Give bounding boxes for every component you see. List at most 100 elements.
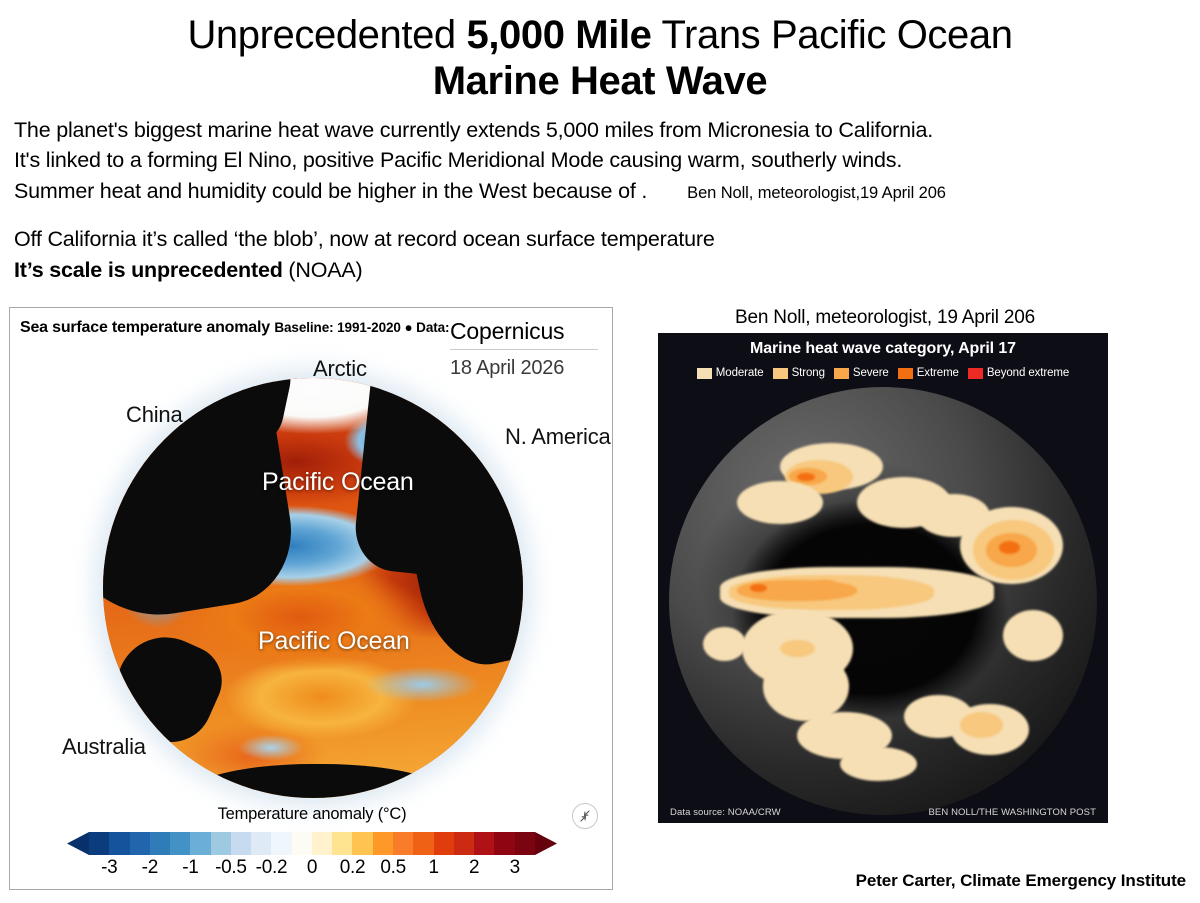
mhw-footer: Data source: NOAA/CRW BEN NOLL/THE WASHI… <box>658 807 1108 818</box>
colorbar-step-10 <box>291 832 312 855</box>
summary-line-3: Summer heat and humidity could be higher… <box>14 176 1186 207</box>
colorbar-step-6 <box>210 832 231 855</box>
mhw-patch <box>960 712 1003 738</box>
mhw-legend-label: Strong <box>791 367 825 379</box>
mhw-legend-swatch-1 <box>772 367 788 379</box>
colorbar-step-7 <box>230 832 252 855</box>
mhw-legend-item: Beyond extreme <box>967 367 1070 379</box>
colorbar-tick-labels: -3 -2 -1 -0.5 -0.2 0 0.2 0.5 1 2 3 <box>67 857 557 881</box>
summary-line-2: It's linked to a forming El Nino, positi… <box>14 148 903 173</box>
headline-part2: Trans Pacific Ocean <box>651 13 1013 57</box>
globe-label-australia: Australia <box>62 734 146 759</box>
marine-heatwave-panel: Marine heat wave category, April 17 Mode… <box>658 333 1108 823</box>
mhw-legend-label: Beyond extreme <box>986 367 1070 379</box>
mhw-legend-item: Extreme <box>897 367 959 379</box>
colorbar-tick: 1 <box>428 857 439 878</box>
blob-paragraph: Off California it’s called ‘the blob’, n… <box>0 206 1200 285</box>
mhw-legend-swatch-2 <box>833 367 849 379</box>
colorbar-step-3 <box>149 832 171 855</box>
mhw-data-source: Data source: NOAA/CRW <box>670 807 781 818</box>
mhw-patch <box>703 626 747 661</box>
colorbar-step-1 <box>109 832 130 855</box>
colorbar-step-0 <box>89 832 110 855</box>
colorbar-step-17 <box>433 832 454 855</box>
blob-line-1: Off California it’s called ‘the blob’, n… <box>14 227 715 252</box>
mhw-legend-swatch-0 <box>696 367 712 379</box>
colorbar-step-4 <box>170 832 191 855</box>
colorbar-tick: 0.5 <box>380 857 406 878</box>
globe-label-arctic: Arctic <box>313 356 367 381</box>
headline-highlight: 5,000 Mile <box>466 13 652 57</box>
colorbar-step-14 <box>372 832 393 855</box>
blob-line-2-bold: It’s scale is unprecedented <box>14 257 283 282</box>
presenter-credit: Peter Carter, Climate Emergency Institut… <box>855 871 1186 890</box>
colorbar-step-21 <box>514 832 535 855</box>
colorbar-step-5 <box>190 832 211 855</box>
mhw-legend-swatch-3 <box>897 367 913 379</box>
mhw-globe-figure <box>658 387 1108 823</box>
wapo-byline: Ben Noll, meteorologist, 19 April 206 <box>735 307 1035 328</box>
globe-label-china: China <box>126 402 183 427</box>
mhw-chart-title: Marine heat wave category, April 17 <box>750 340 1016 357</box>
colorbar-step-19 <box>474 832 495 855</box>
mhw-legend-item: Moderate <box>696 367 764 379</box>
colorbar-step-2 <box>129 832 150 855</box>
colorbar-tick: -2 <box>141 857 159 878</box>
colorbar-tick: -1 <box>182 857 199 878</box>
copernicus-brand-block: Copernicus 18 April 2026 <box>450 318 598 380</box>
copernicus-brand-name: Copernicus <box>450 318 565 344</box>
colorbar-steps <box>89 832 535 855</box>
sst-globe <box>103 378 523 798</box>
sst-globe-figure: Arctic China N. America Pacific Ocean Pa… <box>10 340 614 830</box>
colorbar-step-9 <box>271 832 292 855</box>
colorbar-step-16 <box>413 832 434 855</box>
colorbar-tick: -3 <box>101 857 118 878</box>
summary-line-3-text: Summer heat and humidity could be higher… <box>14 178 648 203</box>
collapse-arrows-icon[interactable] <box>572 803 598 829</box>
colorbar-tick: -0.5 <box>215 857 247 878</box>
colorbar-step-13 <box>352 832 373 855</box>
globe-label-n-america: N. America <box>505 424 611 449</box>
globe-label-pacific-north: Pacific Ocean <box>262 468 414 496</box>
sst-chart-subtitle: Baseline: 1991-2020 ● Data: ERA5 <box>274 320 489 335</box>
mhw-patch <box>737 481 824 524</box>
mhw-patch <box>810 579 841 597</box>
headline-part1: Unprecedented <box>187 13 467 57</box>
summary-line-1: The planet's biggest marine heat wave cu… <box>14 117 934 142</box>
mhw-legend-item: Severe <box>833 367 889 379</box>
page-subtitle: Marine Heat Wave <box>432 59 768 104</box>
mhw-credit: BEN NOLL/THE WASHINGTON POST <box>928 807 1096 818</box>
colorbar-tick: 2 <box>469 857 480 878</box>
mhw-patch <box>780 639 815 657</box>
mhw-legend: Moderate Strong Severe Extreme Beyond extrem… <box>658 358 1108 379</box>
colorbar <box>67 832 557 855</box>
brand-divider <box>450 349 598 350</box>
colorbar-step-15 <box>392 832 414 855</box>
summary-paragraph: The planet's biggest marine heat wave cu… <box>0 105 1200 207</box>
colorbar-step-12 <box>332 832 353 855</box>
mhw-patch <box>1002 609 1063 661</box>
sst-date-label: 18 April 2026 <box>450 357 565 379</box>
colorbar-step-11 <box>311 832 333 855</box>
mhw-globe <box>669 387 1097 815</box>
sst-chart-title: Sea surface temperature anomaly <box>20 319 270 337</box>
globe-label-pacific-south: Pacific Ocean <box>258 627 410 655</box>
mhw-patch <box>998 541 1020 554</box>
mhw-patch <box>763 652 849 721</box>
colorbar-step-8 <box>251 832 272 855</box>
colorbar-tick: 3 <box>509 857 521 878</box>
mhw-patch <box>797 472 815 482</box>
mhw-legend-label: Severe <box>852 367 889 379</box>
blob-line-2-rest: (NOAA) <box>282 257 363 282</box>
colorbar-step-18 <box>453 832 475 855</box>
mhw-legend-swatch-4 <box>967 367 983 379</box>
summary-byline: Ben Noll, meteorologist,19 April 206 <box>687 183 946 202</box>
copernicus-panel-header: Sea surface temperature anomaly Baseline… <box>20 316 604 378</box>
figures-row: Sea surface temperature anomaly Baseline… <box>0 303 1200 903</box>
colorbar-tick: 0.2 <box>339 857 366 878</box>
mhw-legend-label: Extreme <box>916 367 959 379</box>
sst-colorbar-block: Temperature anomaly (°C) -3 -2 -1 -0.5 -0.2 0… <box>10 805 614 881</box>
landmass-layer <box>103 378 523 798</box>
colorbar-title: Temperature anomaly (°C) <box>217 805 407 823</box>
mhw-legend-label: Moderate <box>715 367 764 379</box>
